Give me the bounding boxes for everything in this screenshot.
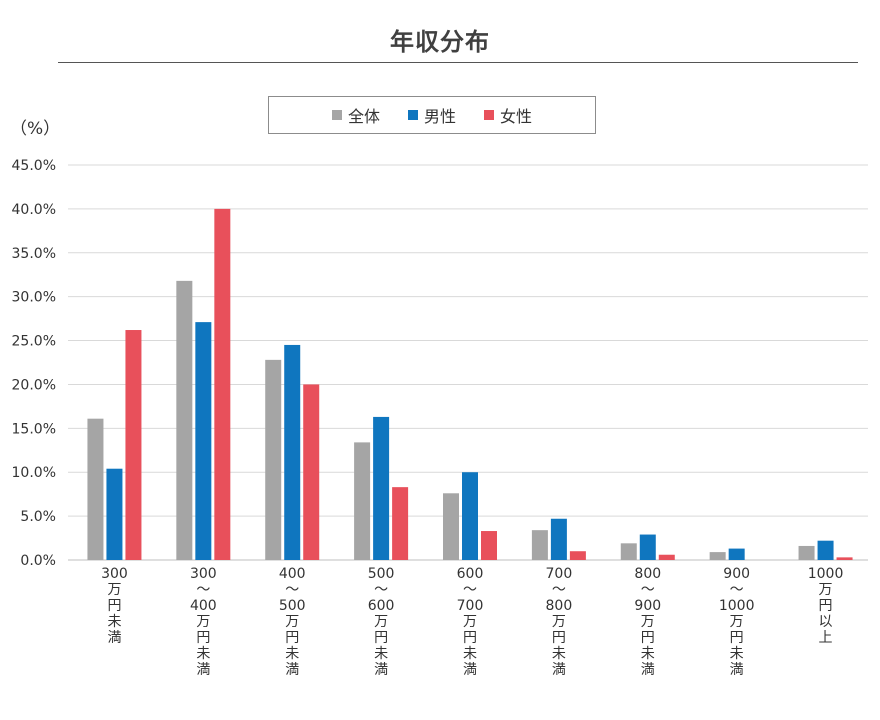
bar — [620, 543, 637, 560]
legend-label-female: 女性 — [500, 107, 533, 126]
x-tick-label: 900 ～ 1000 万円未満 — [719, 566, 755, 678]
bar — [284, 344, 301, 560]
bar — [87, 418, 104, 560]
x-tick-label: 1000 万円以上 — [808, 566, 844, 646]
chart-title: 年収分布 — [390, 28, 490, 56]
bar — [462, 472, 478, 560]
x-tick-label: 600 ～ 700 万円未満 — [457, 566, 484, 678]
bar — [443, 493, 459, 560]
y-tick-label: 20.0% — [12, 377, 56, 393]
bar — [195, 322, 212, 560]
legend-swatch-male — [407, 110, 418, 120]
bar — [531, 530, 548, 560]
y-tick-label: 15.0% — [12, 421, 56, 437]
x-tick-label: 400 ～ 500 万円未満 — [279, 566, 306, 678]
bar — [728, 548, 745, 560]
legend-item-female: 女性 — [484, 103, 532, 127]
y-axis-unit-label: （%） — [10, 119, 61, 139]
bar — [392, 487, 409, 560]
y-tick-label: 45.0% — [12, 158, 56, 174]
bar — [817, 540, 834, 560]
bar — [125, 330, 142, 560]
bar — [265, 359, 282, 560]
bar — [639, 534, 656, 560]
bar — [354, 442, 371, 560]
y-tick-label: 40.0% — [12, 202, 56, 218]
x-tick-label: 800 ～ 900 万円未満 — [634, 566, 661, 678]
y-tick-label: 35.0% — [12, 246, 56, 262]
bar — [373, 416, 390, 560]
bar — [214, 208, 231, 560]
legend-swatch-female — [484, 110, 494, 120]
bar — [658, 554, 675, 560]
x-tick-label: 500 ～ 600 万円未満 — [368, 566, 395, 678]
y-tick-label: 25.0% — [12, 334, 56, 350]
legend-label-all: 全体 — [347, 107, 380, 126]
legend-label-male: 男性 — [423, 107, 456, 126]
y-tick-label: 0.0% — [20, 553, 56, 569]
chart-legend: 全体 男性 女性 — [268, 96, 596, 134]
bar — [176, 280, 193, 560]
legend-item-all: 全体 — [331, 103, 380, 127]
bar — [836, 557, 853, 560]
x-tick-label: 300 万円未満 — [101, 566, 128, 646]
bar — [550, 518, 567, 560]
title-underline — [58, 62, 858, 63]
bar — [481, 531, 497, 560]
legend-swatch-all — [331, 110, 342, 120]
y-tick-label: 5.0% — [20, 509, 56, 525]
x-tick-label: 300 ～ 400 万円未満 — [190, 566, 217, 678]
bar — [798, 545, 815, 560]
bar — [303, 384, 320, 560]
y-tick-label: 30.0% — [12, 290, 56, 306]
bar — [569, 551, 586, 560]
legend-item-male: 男性 — [407, 103, 456, 127]
bar — [709, 552, 726, 560]
x-tick-label: 700 ～ 800 万円未満 — [546, 566, 573, 678]
y-tick-label: 10.0% — [12, 465, 56, 481]
bar — [106, 468, 123, 560]
